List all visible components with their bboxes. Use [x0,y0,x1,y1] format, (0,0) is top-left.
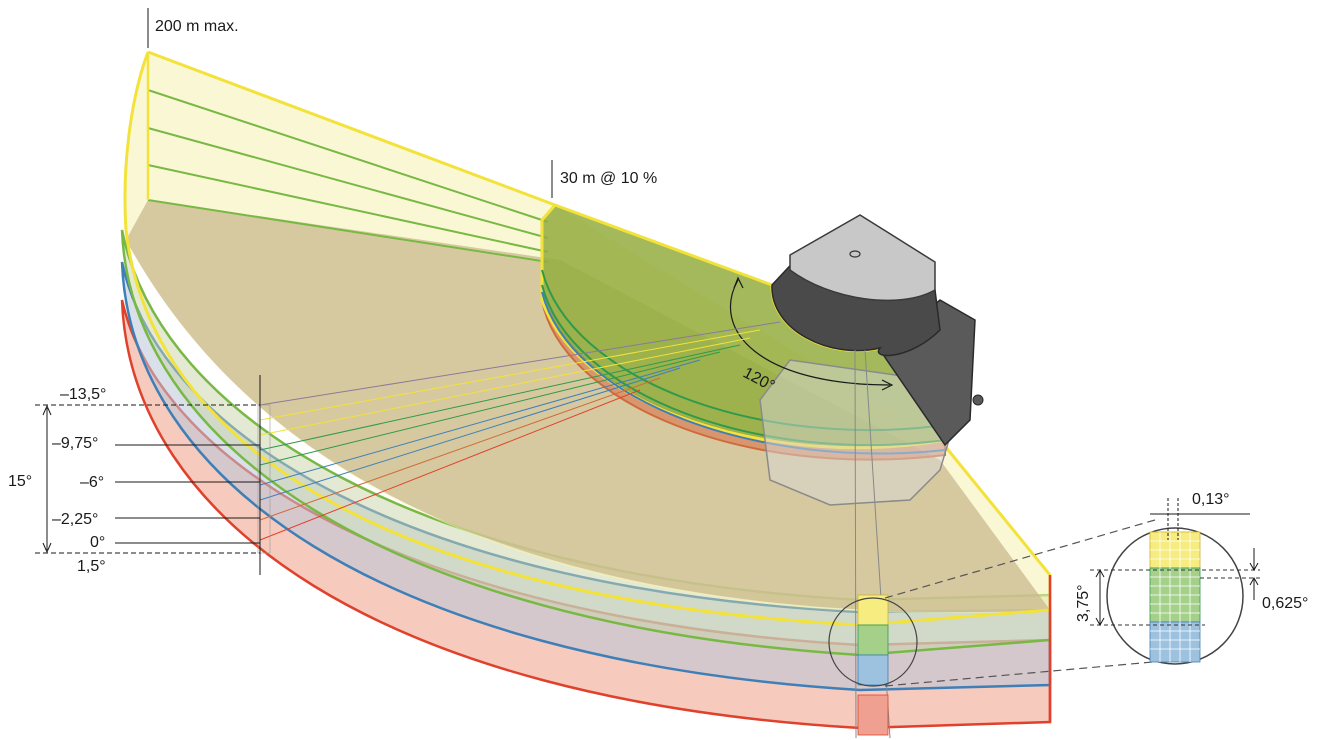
grid-yellow [857,594,889,626]
vertical-angle-scale: 15° –13,5° –9,75° –6° –2,25° 0° 1,5° [8,375,261,575]
total-span-arrowheads [42,404,52,554]
beam-orange [259,377,661,521]
scanner-device [759,214,984,506]
fov-arrow-right [881,379,894,391]
scanner-housing-base [759,359,956,506]
beam-blue [259,367,681,501]
angle-label-2: –9,75° [52,435,98,452]
total-vertical-label: 15° [8,473,32,490]
left-beam-column [257,404,271,554]
beam-red [259,389,641,541]
horizontal-resolution-label: 0,13° [1192,491,1230,508]
beam-blue [259,359,701,486]
beam-converge-left [854,349,857,739]
angle-label-3: –6° [80,474,104,491]
angle-label-bottom: 1,5° [77,558,106,575]
beam-column-bottom [828,349,918,739]
grid-red [857,694,889,736]
beam-yellow-top [259,321,781,406]
vertical-resolution-label: 0,625° [1262,595,1308,612]
angle-label-4: –2,25° [52,511,98,528]
magnified-view: 0,13° 3,75° 0,625° [1075,491,1308,665]
scanner-head-top [789,214,936,302]
range-10pct-label: 30 m @ 10 % [560,170,657,187]
scanner-top-hole [849,250,861,258]
beam-yellow [259,337,751,436]
beam-lines-left [259,321,781,541]
outer-fan-green-edge [147,89,549,263]
beam-green [259,351,721,466]
beam-green [259,344,741,451]
fov-arc [729,279,891,386]
outer-fan-yellow-edge [123,50,1052,627]
vres-arrow-top [1249,548,1259,572]
layer-spacing-label: 3,75° [1075,584,1092,622]
grid-green [857,624,889,656]
mag-grid-lines [1150,532,1200,662]
angle-label-zero: 0° [90,534,105,551]
angle-label-top: –13,5° [60,386,106,403]
beam-yellow [259,329,761,421]
zoom-source-circle [828,597,918,687]
grid-blue [857,654,889,686]
scanner-side-connector [972,394,984,406]
zoom-connector-top [884,519,1156,599]
vres-arrow-bottom [1249,576,1259,600]
mag-grid-blue [1149,621,1201,663]
zoom-connector-bottom [884,659,1176,687]
outer-fan-interior [126,200,1050,612]
fov-arrow-left [733,276,744,289]
range-max-label: 200 m max. [155,18,239,35]
